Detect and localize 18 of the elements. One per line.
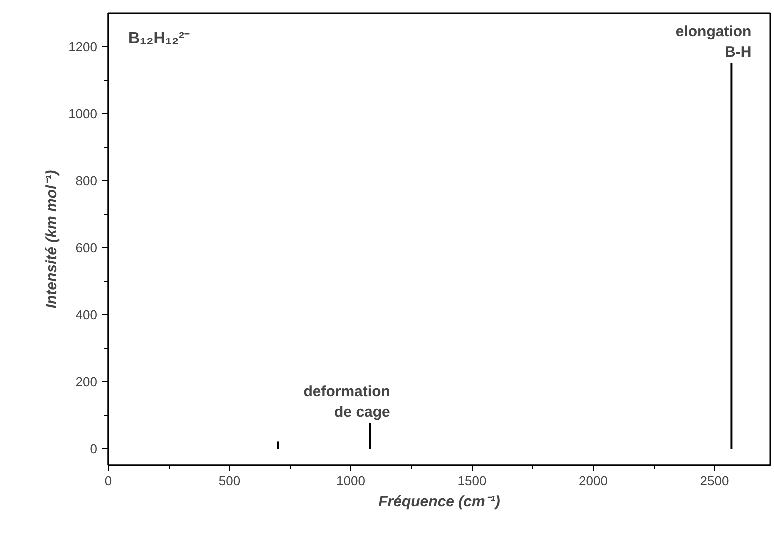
y-tick-label: 400 [76,307,98,322]
x-tick-label: 0 [104,474,112,488]
y-tick-label: 1000 [68,106,98,122]
x-tick-label: 1500 [458,474,487,488]
y-tick-label: 600 [76,240,98,256]
annotation: elongation B-H [676,24,752,62]
annotation: deformation de cage [304,384,390,422]
annotation: B₁₂H₁₂²⁻ [128,30,190,48]
x-tick-label: 2000 [579,474,608,488]
y-axis-title: Intensité (km mol⁻¹) [44,170,61,309]
y-tick-label: 1200 [68,39,98,54]
x-tick-label: 2500 [700,474,730,488]
y-tick-label: 0 [90,441,98,456]
x-tick-label: 1000 [336,474,366,488]
y-tick-label: 800 [76,173,98,188]
y-tick-label: 200 [76,374,98,390]
x-tick-label: 500 [218,474,241,488]
x-axis-title: Fréquence (cm⁻¹) [378,494,500,510]
